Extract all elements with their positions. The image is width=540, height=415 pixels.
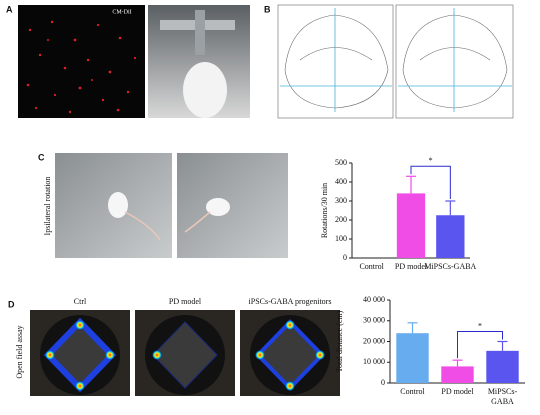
- panel-label: D: [8, 299, 15, 309]
- frame: [195, 10, 205, 55]
- tail: [184, 211, 211, 233]
- atlas: [277, 4, 514, 119]
- bar: [486, 350, 519, 383]
- hot-spot: [75, 381, 85, 391]
- significance-bracket: [457, 331, 503, 359]
- y-axis-label: Total distance (cm): [335, 310, 344, 372]
- y-tick-label: 500: [335, 158, 347, 167]
- bar: [396, 333, 429, 383]
- x-tick-label: MiPSCs-GABA: [488, 387, 518, 406]
- hot-spot: [285, 381, 295, 391]
- hot-spot: [285, 320, 295, 330]
- significance-label: *: [429, 156, 433, 165]
- side-label: Ipsilateral rotation: [43, 177, 52, 236]
- rat-photo: [177, 153, 288, 258]
- arena-floor: [152, 321, 218, 389]
- hot-spot: [75, 320, 85, 330]
- side-label: Open field assay: [15, 325, 24, 378]
- y-tick-label: 400: [335, 177, 347, 186]
- hot-spot: [152, 350, 162, 360]
- panel-label: A: [6, 4, 13, 14]
- x-tick-label: PD model: [395, 262, 428, 271]
- y-tick-label: 300: [335, 196, 347, 205]
- hot-spot: [45, 350, 55, 360]
- y-tick-label: 20 000: [363, 336, 385, 345]
- hot-spot: [105, 350, 115, 360]
- charts: 0 100 200 300 400 500 Rotations/30 min Control P…: [320, 156, 525, 406]
- fluorescence-image: [18, 5, 145, 118]
- y-tick-label: 200: [335, 215, 347, 224]
- y-tick-label: 100: [335, 234, 347, 243]
- image-caption: Ctrl: [74, 297, 87, 306]
- image-caption: iPSCs-GABA progenitors: [249, 297, 332, 306]
- bar: [436, 215, 465, 258]
- rat: [206, 198, 230, 216]
- y-tick-label: 30 000: [363, 316, 385, 325]
- image-caption: PD model: [169, 297, 202, 306]
- y-tick-label: 0: [343, 253, 347, 262]
- significance-bracket: [410, 165, 451, 199]
- significance-label: *: [478, 321, 482, 330]
- x-tick-label: MiPSCs-GABA: [424, 262, 476, 271]
- panel-label: B: [264, 4, 271, 14]
- x-tick-label: Control: [359, 262, 384, 271]
- y-tick-label: 10 000: [363, 357, 385, 366]
- bar: [396, 193, 426, 258]
- hot-spot: [255, 350, 265, 360]
- y-axis-label: Rotations/30 min: [320, 183, 329, 238]
- panel-label: C: [38, 152, 45, 162]
- rat: [183, 62, 227, 118]
- atlas-guide: [280, 8, 512, 112]
- cell-dots: [26, 20, 137, 114]
- bar: [441, 366, 474, 383]
- rat: [108, 192, 128, 218]
- x-tick-label: PD model: [441, 387, 474, 396]
- y-tick-label: 40 000: [363, 295, 385, 304]
- stain-label: CM-DiI: [112, 9, 131, 15]
- x-tick-label: Control: [400, 387, 425, 396]
- hot-spot: [315, 350, 325, 360]
- tail: [124, 211, 161, 241]
- heatmaps: Ctrl PD model iPSCs-GABA progenitors: [30, 297, 340, 396]
- y-tick-label: 0: [381, 378, 385, 387]
